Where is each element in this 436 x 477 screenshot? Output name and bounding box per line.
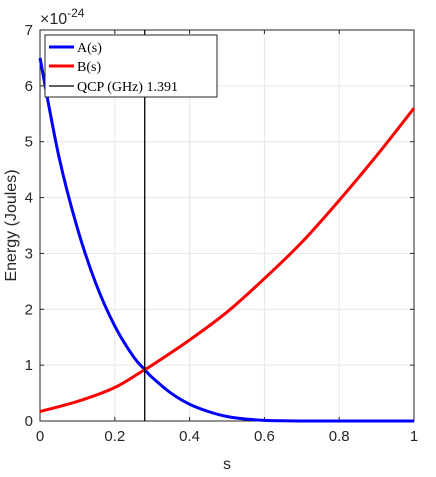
legend: A(s) B(s) QCP (GHz) 1.391 (44, 34, 218, 98)
axis-ticks: 0 0.2 0.4 0.6 0.8 1 0 1 2 3 4 5 6 7 (25, 22, 419, 445)
series-line-b (39, 107, 416, 413)
y-tick-label: 5 (25, 134, 33, 151)
y-tick-label: 6 (25, 78, 33, 95)
x-tick-label: 1 (410, 428, 418, 445)
x-tick-label: 0 (36, 428, 44, 445)
series-line-a (38, 57, 414, 423)
y-tick-label: 7 (25, 22, 33, 39)
legend-label-b: B(s) (77, 60, 101, 75)
y-tick-label: 3 (25, 245, 33, 262)
y-tick-label: 4 (25, 190, 33, 207)
y-axis-multiplier: ×10-24 (40, 6, 85, 28)
axis-labels: s Energy (Joules) ×10-24 (3, 6, 231, 473)
y-axis-label: Energy (Joules) (3, 169, 20, 281)
y-axis-multiplier-exponent: -24 (67, 6, 85, 20)
legend-label-a: A(s) (77, 41, 102, 56)
x-tick-label: 0.8 (329, 428, 350, 445)
x-tick-label: 0.6 (254, 428, 275, 445)
y-tick-label: 0 (25, 413, 33, 430)
plot-area-frame (39, 29, 415, 422)
x-axis-label: s (223, 456, 231, 473)
y-tick-label: 2 (25, 301, 33, 318)
x-tick-label: 0.2 (104, 428, 125, 445)
y-axis-multiplier-base: ×10 (40, 11, 67, 28)
x-tick-label: 0.4 (179, 428, 200, 445)
legend-label-qcp: QCP (GHz) 1.391 (77, 80, 178, 95)
y-tick-label: 1 (25, 357, 33, 374)
